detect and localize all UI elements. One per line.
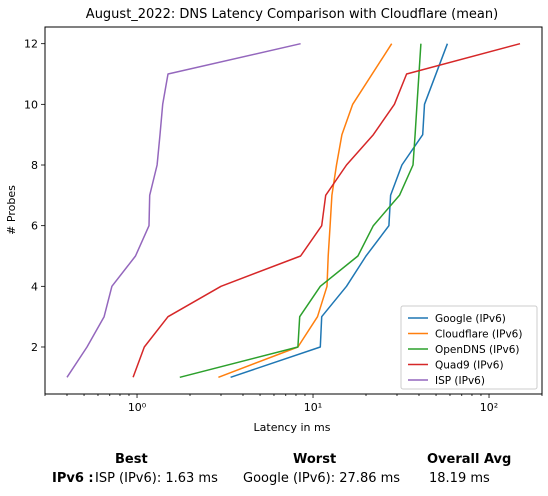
x-axis-label: Latency in ms xyxy=(254,421,331,434)
x-tick-label: 10⁰ xyxy=(128,401,147,414)
worst-value: Google (IPv6): 27.86 ms xyxy=(243,471,401,486)
overall-avg-header: Overall Avg xyxy=(427,452,512,467)
best-value: ISP (IPv6): 1.63 ms xyxy=(95,471,218,486)
legend-label: OpenDNS (IPv6) xyxy=(435,344,520,356)
legend-label: Cloudflare (IPv6) xyxy=(435,329,522,341)
y-tick-label: 4 xyxy=(31,280,38,293)
ipv6-row-label: IPv6 : xyxy=(52,471,94,486)
y-tick-label: 6 xyxy=(31,220,38,233)
series-line-cloudflare-ipv6 xyxy=(218,43,393,379)
worst-header: Worst xyxy=(293,452,337,467)
x-tick-label: 10² xyxy=(480,401,498,414)
y-axis-label: # Probes xyxy=(5,185,18,235)
legend-label: ISP (IPv6) xyxy=(435,375,485,387)
overall-avg-value: 18.19 ms xyxy=(429,471,490,486)
y-tick-label: 2 xyxy=(31,341,38,354)
series-line-isp-ipv6 xyxy=(66,42,301,378)
series-line-google-ipv6 xyxy=(230,43,449,379)
y-tick-label: 12 xyxy=(24,38,38,51)
legend-label: Google (IPv6) xyxy=(435,313,506,325)
best-header: Best xyxy=(115,452,148,467)
x-tick-label: 10¹ xyxy=(304,401,322,414)
legend-box xyxy=(400,305,538,390)
series-line-opendns-ipv6 xyxy=(179,43,422,379)
plot-area xyxy=(44,26,543,395)
legend: Google (IPv6) Cloudflare (IPv6) OpenDNS (I… xyxy=(400,305,538,390)
legend-label: Quad9 (IPv6) xyxy=(435,360,504,372)
chart-title: August_2022: DNS Latency Comparison with… xyxy=(86,7,498,22)
series-line-quad9-ipv6 xyxy=(132,42,521,378)
y-axis: 2 4 6 8 10 12 xyxy=(24,38,45,354)
y-tick-label: 8 xyxy=(31,159,38,172)
y-tick-label: 10 xyxy=(24,98,38,111)
latency-chart: August_2022: DNS Latency Comparison with… xyxy=(5,7,543,434)
x-axis: 10⁰ 10¹ 10² xyxy=(44,394,543,414)
series-lines xyxy=(66,42,521,379)
